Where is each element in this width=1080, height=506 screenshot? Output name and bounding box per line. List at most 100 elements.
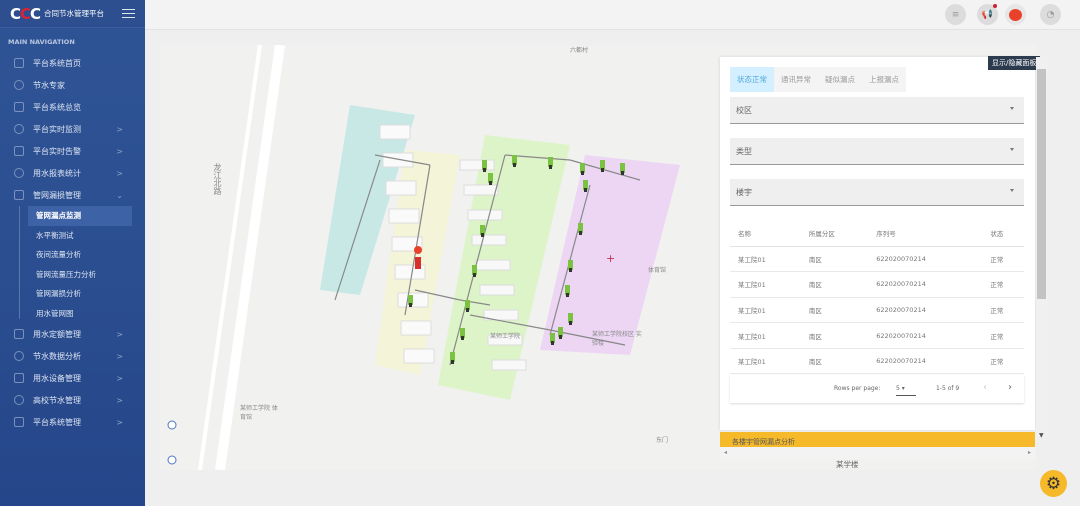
settings-gear-button[interactable]: ⚙ bbox=[1040, 470, 1067, 497]
sidebar-item[interactable]: 用水报表统计 > bbox=[0, 162, 145, 184]
type-select[interactable]: 类型 bbox=[730, 138, 1024, 165]
table-cell: 某工院01 bbox=[730, 297, 801, 324]
sidebar-item[interactable]: 平台实时监测 > bbox=[0, 118, 145, 140]
chart-icon bbox=[14, 351, 24, 361]
pipe-line bbox=[334, 159, 381, 301]
map-canvas[interactable]: + bbox=[160, 45, 1036, 470]
next-page-button[interactable]: › bbox=[1008, 382, 1012, 393]
table-row[interactable]: 某工院01 南区 622020070214 正常 bbox=[730, 246, 1024, 273]
analysis-section-header[interactable]: 各楼宇管网漏点分析 bbox=[720, 432, 1035, 447]
zone-purple bbox=[540, 155, 680, 355]
sidebar-item[interactable]: 平台实时告警 > bbox=[0, 140, 145, 162]
building bbox=[459, 159, 495, 171]
chevron-icon: > bbox=[116, 417, 123, 427]
sidebar-subitem[interactable]: 用水管网图 bbox=[36, 308, 74, 318]
sidebar-subitem[interactable]: 管网漏损分析 bbox=[36, 289, 81, 299]
prev-page-button[interactable]: ‹ bbox=[983, 382, 987, 393]
chevron-icon: ⌄ bbox=[116, 190, 123, 200]
column-header: 序列号 bbox=[868, 220, 983, 247]
meter-table: 名称 所属分区 序列号 状态 某工院01 南区 622020070214 正常 某工院01 南区… bbox=[730, 220, 1024, 375]
alert-icon[interactable] bbox=[1005, 4, 1026, 25]
pipe-line bbox=[404, 164, 431, 316]
center-crosshair-icon: + bbox=[606, 252, 615, 265]
building bbox=[463, 184, 499, 196]
hamburger-menu-icon[interactable] bbox=[122, 9, 135, 18]
sidebar-subitem[interactable]: 管网流量压力分析 bbox=[36, 269, 96, 279]
map-label: 六都村 bbox=[570, 47, 589, 54]
map-label: 某师工学院 体育馆 bbox=[240, 405, 278, 421]
device-icon bbox=[14, 373, 24, 383]
toggle-panel-tooltip[interactable]: 显示/隐藏面板 bbox=[988, 56, 1041, 70]
table-cell: 622020070214 bbox=[868, 322, 983, 349]
pie-chart-icon[interactable]: ◔ bbox=[1040, 4, 1061, 25]
sidebar-item[interactable]: 用水设备管理 > bbox=[0, 367, 145, 389]
sidebar-item[interactable]: 节水专家 bbox=[0, 74, 145, 96]
logo-mark: CCC bbox=[10, 4, 41, 23]
map-control-icon bbox=[167, 420, 177, 430]
tab-0[interactable]: 状态正常 bbox=[730, 67, 774, 92]
road bbox=[215, 45, 285, 470]
sidebar-item[interactable]: 管网漏损管理 ⌄ bbox=[0, 184, 145, 206]
sidebar-item[interactable]: 平台系统管理 > bbox=[0, 411, 145, 433]
chevron-icon: > bbox=[116, 168, 123, 178]
table-cell: 正常 bbox=[982, 322, 1024, 349]
table-row[interactable]: 某工院01 南区 622020070214 正常 bbox=[730, 297, 1024, 324]
sidebar-item[interactable]: 平台系统首页 bbox=[0, 52, 145, 74]
water-meter-marker-base bbox=[489, 181, 492, 185]
map-label: 体育馆 bbox=[648, 267, 667, 274]
horizontal-scrollbar[interactable]: ◂ ▸ bbox=[720, 447, 1035, 459]
table-row[interactable]: 某工院01 南区 622020070214 正常 bbox=[730, 271, 1024, 298]
sidebar-subitem[interactable]: 夜间流量分析 bbox=[36, 250, 81, 260]
water-meter-marker bbox=[480, 225, 485, 235]
gear-icon bbox=[14, 417, 24, 427]
megaphone-icon[interactable]: 📢 bbox=[977, 4, 998, 25]
tab-3[interactable]: 上报漏点 bbox=[869, 75, 899, 84]
table-cell: 某工院01 bbox=[730, 271, 801, 298]
building bbox=[400, 320, 432, 336]
sidebar-item-label: 用水定额管理 bbox=[33, 329, 81, 339]
table-row[interactable]: 某工院01 南区 622020070214 正常 bbox=[730, 322, 1024, 349]
sidebar-item[interactable]: 高校节水管理 > bbox=[0, 389, 145, 411]
scroll-left-icon[interactable]: ◂ bbox=[724, 449, 728, 456]
select-label: 楼宇 bbox=[736, 188, 752, 197]
tab-1[interactable]: 通讯异常 bbox=[781, 75, 811, 84]
table-cell: 622020070214 bbox=[868, 297, 983, 324]
tab-2[interactable]: 疑似漏点 bbox=[825, 75, 855, 84]
scroll-down-icon[interactable]: ▼ bbox=[1039, 432, 1044, 439]
rows-per-page-select[interactable]: 5 ▾ bbox=[896, 385, 916, 396]
campus-icon bbox=[14, 395, 24, 405]
rows-per-page-value: 5 bbox=[896, 385, 900, 392]
vertical-scrollbar[interactable]: ▼ bbox=[1036, 57, 1048, 439]
building bbox=[475, 259, 511, 271]
nav-header: MAIN NAVIGATION bbox=[8, 38, 75, 46]
water-meter-marker bbox=[465, 300, 470, 310]
table-cell: 南区 bbox=[800, 297, 869, 324]
campus-select[interactable]: 校区 bbox=[730, 97, 1024, 124]
pipe-line bbox=[414, 289, 461, 301]
sidebar-subitem[interactable]: 管网漏点监测 bbox=[28, 206, 132, 226]
building-select[interactable]: 楼宇 bbox=[730, 179, 1024, 206]
rows-per-page-label: Rows per page: bbox=[834, 385, 881, 392]
expert-icon bbox=[14, 80, 24, 90]
sidebar-subitem[interactable]: 水平衡测试 bbox=[36, 230, 74, 240]
dropdown-arrow-icon bbox=[1010, 189, 1014, 194]
scrollbar-thumb[interactable] bbox=[1037, 69, 1046, 299]
scroll-right-icon[interactable]: ▸ bbox=[1027, 449, 1031, 456]
menu-icon[interactable]: ≡ bbox=[945, 4, 966, 25]
building bbox=[483, 309, 519, 321]
select-label: 类型 bbox=[736, 147, 752, 156]
water-meter-marker-base bbox=[581, 171, 584, 175]
water-meter-marker bbox=[568, 260, 573, 270]
water-meter-marker bbox=[408, 295, 413, 305]
sidebar-item[interactable]: 节水数据分析 > bbox=[0, 345, 145, 367]
water-meter-marker bbox=[600, 160, 605, 170]
sidebar-item[interactable]: 用水定额管理 > bbox=[0, 323, 145, 345]
logo: CCC 合同节水管理平台 bbox=[0, 0, 145, 28]
sidebar-item[interactable]: 平台系统总览 bbox=[0, 96, 145, 118]
report-icon bbox=[14, 168, 24, 178]
sidebar-item-label: 用水报表统计 bbox=[33, 168, 81, 178]
building bbox=[388, 208, 420, 224]
app-title: 合同节水管理平台 bbox=[44, 9, 105, 18]
table-row[interactable]: 某工院01 南区 622020070214 正常 bbox=[730, 348, 1024, 375]
water-meter-marker bbox=[548, 157, 553, 167]
